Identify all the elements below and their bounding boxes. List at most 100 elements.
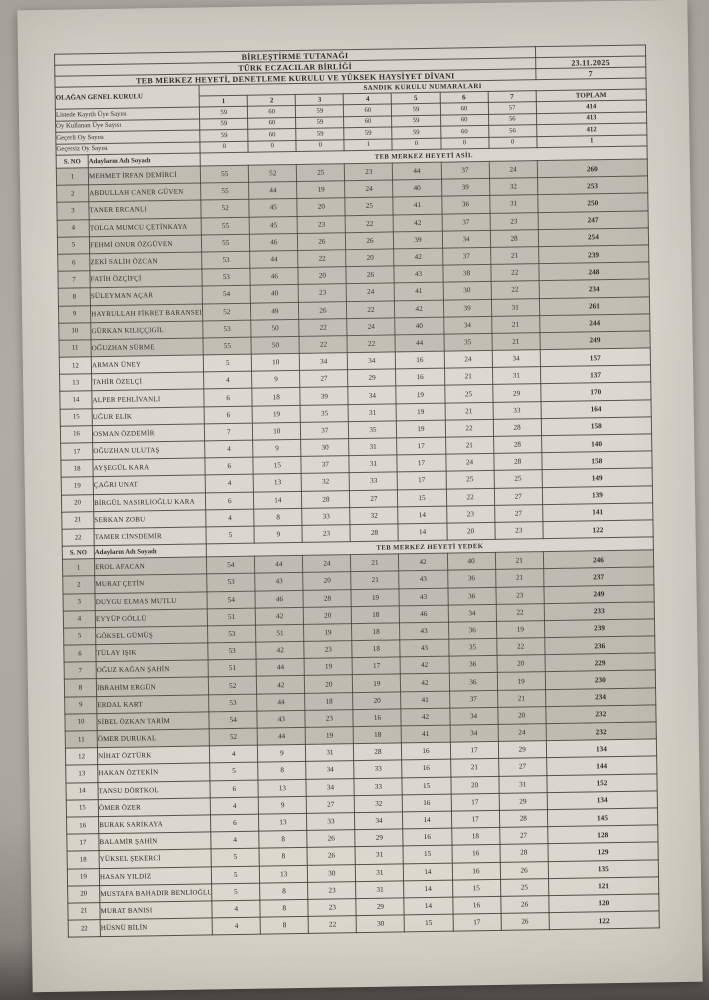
candidate-number-cell: 5 xyxy=(57,236,90,255)
vote-cell: 55 xyxy=(203,337,252,356)
candidate-name-cell: ZEKİ SALİH ÖZCAN xyxy=(89,251,203,271)
vote-cell: 43 xyxy=(254,572,304,591)
vote-cell: 49 xyxy=(250,301,300,320)
vote-cell: 34 xyxy=(348,386,397,405)
vote-cell: 24 xyxy=(347,317,396,336)
vote-cell: 29 xyxy=(356,897,405,916)
stat-value-cell: 0 xyxy=(392,137,441,150)
vote-cell: 21 xyxy=(490,246,539,265)
vote-cell: 55 xyxy=(200,165,249,184)
vote-cell: 34 xyxy=(449,724,498,743)
total-cell: 261 xyxy=(539,296,650,316)
vote-cell: 34 xyxy=(299,352,348,371)
candidate-number-cell: 15 xyxy=(60,408,93,427)
total-cell: 144 xyxy=(546,756,657,776)
vote-cell: 46 xyxy=(250,267,299,286)
vote-cell: 21 xyxy=(351,571,400,590)
candidate-number-cell: 4 xyxy=(57,219,90,237)
ballot-column-number: 3 xyxy=(295,93,344,106)
vote-cell: 26 xyxy=(307,846,356,865)
candidate-name-cell: MEHMET İRFAN DEMİRCİ xyxy=(88,165,201,185)
vote-cell: 39 xyxy=(442,298,492,317)
vote-cell: 28 xyxy=(303,589,352,608)
candidate-number-cell: 11 xyxy=(65,730,98,749)
vote-cell: 20 xyxy=(304,675,353,694)
vote-cell: 36 xyxy=(448,655,497,674)
vote-cell: 31 xyxy=(355,846,404,865)
stat-value-cell: 59 xyxy=(295,116,345,129)
sno-header: S. NO xyxy=(56,154,89,169)
sno-header: S. NO xyxy=(62,545,95,560)
vote-cell: 26 xyxy=(499,861,549,880)
vote-cell: 21 xyxy=(495,568,544,587)
vote-cell: 28 xyxy=(499,809,548,828)
vote-cell: 42 xyxy=(398,553,448,572)
total-cell: 246 xyxy=(543,550,654,569)
vote-cell: 22 xyxy=(345,214,394,233)
vote-cell: 24 xyxy=(445,453,494,472)
vote-cell: 19 xyxy=(252,405,301,423)
vote-cell: 43 xyxy=(399,570,448,589)
vote-cell: 53 xyxy=(208,693,258,712)
candidate-number-cell: 7 xyxy=(57,270,91,289)
vote-cell: 37 xyxy=(441,212,490,231)
candidate-number-cell: 18 xyxy=(67,850,100,869)
vote-cell: 17 xyxy=(352,657,401,676)
vote-cell: 20 xyxy=(352,691,402,710)
vote-cell: 34 xyxy=(449,707,498,726)
total-cell: 253 xyxy=(537,176,648,196)
vote-cell: 10 xyxy=(251,353,300,372)
vote-cell: 17 xyxy=(449,741,499,760)
candidate-name-cell: SERKAN ZOBU xyxy=(93,509,207,529)
vote-cell: 44 xyxy=(248,181,298,200)
candidate-name-cell: SÜLEYMAN AÇAR xyxy=(90,286,203,306)
vote-cell: 37 xyxy=(300,421,349,440)
vote-cell: 30 xyxy=(442,281,491,300)
vote-cell: 20 xyxy=(450,775,499,794)
vote-cell: 52 xyxy=(201,199,250,218)
total-cell: 239 xyxy=(544,618,655,638)
vote-cell: 20 xyxy=(497,706,546,725)
vote-cell: 6 xyxy=(210,814,260,833)
vote-cell: 26 xyxy=(307,829,356,848)
stat-value-cell: 60 xyxy=(247,128,297,141)
candidate-number-cell: 4 xyxy=(63,610,96,629)
vote-cell: 19 xyxy=(396,419,446,438)
vote-cell: 52 xyxy=(202,302,251,321)
vote-cell: 26 xyxy=(345,231,395,250)
vote-cell: 6 xyxy=(204,405,253,424)
total-cell: 230 xyxy=(545,670,656,690)
candidate-number-cell: 9 xyxy=(58,305,91,323)
candidate-number-cell: 22 xyxy=(68,919,101,938)
vote-cell: 16 xyxy=(401,742,451,761)
vote-cell: 14 xyxy=(398,505,447,524)
stat-value-cell: 59 xyxy=(199,106,248,119)
vote-cell: 24 xyxy=(497,723,547,742)
candidate-name-cell: MUSTAFA BAHADIR BENLİOĞLU xyxy=(99,883,213,903)
vote-cell: 53 xyxy=(206,573,256,592)
vote-cell: 20 xyxy=(446,522,495,541)
candidate-number-cell: 8 xyxy=(64,679,97,697)
vote-cell: 22 xyxy=(299,318,348,337)
candidate-number-cell: 1 xyxy=(62,558,95,577)
total-cell: 244 xyxy=(539,313,650,333)
vote-cell: 15 xyxy=(452,879,501,897)
candidate-number-cell: 13 xyxy=(59,373,92,392)
stat-value-cell: 59 xyxy=(344,126,393,140)
stat-value-cell: 60 xyxy=(440,125,489,138)
total-cell: 134 xyxy=(546,739,657,758)
vote-cell: 20 xyxy=(297,198,346,217)
vote-cell: 44 xyxy=(254,555,304,574)
candidate-number-cell: 15 xyxy=(66,799,99,818)
vote-cell: 21 xyxy=(350,554,400,572)
vote-cell: 16 xyxy=(451,844,500,863)
vote-cell: 16 xyxy=(451,861,501,880)
candidate-number-cell: 12 xyxy=(59,356,92,375)
vote-cell: 8 xyxy=(257,761,307,780)
total-cell: 260 xyxy=(537,158,648,178)
ballot-column-number: 4 xyxy=(343,92,392,105)
vote-cell: 44 xyxy=(256,658,305,677)
vote-cell: 22 xyxy=(445,487,495,506)
candidate-name-cell: OSMAN ÖZDEMİR xyxy=(92,423,205,443)
vote-cell: 39 xyxy=(300,387,349,406)
